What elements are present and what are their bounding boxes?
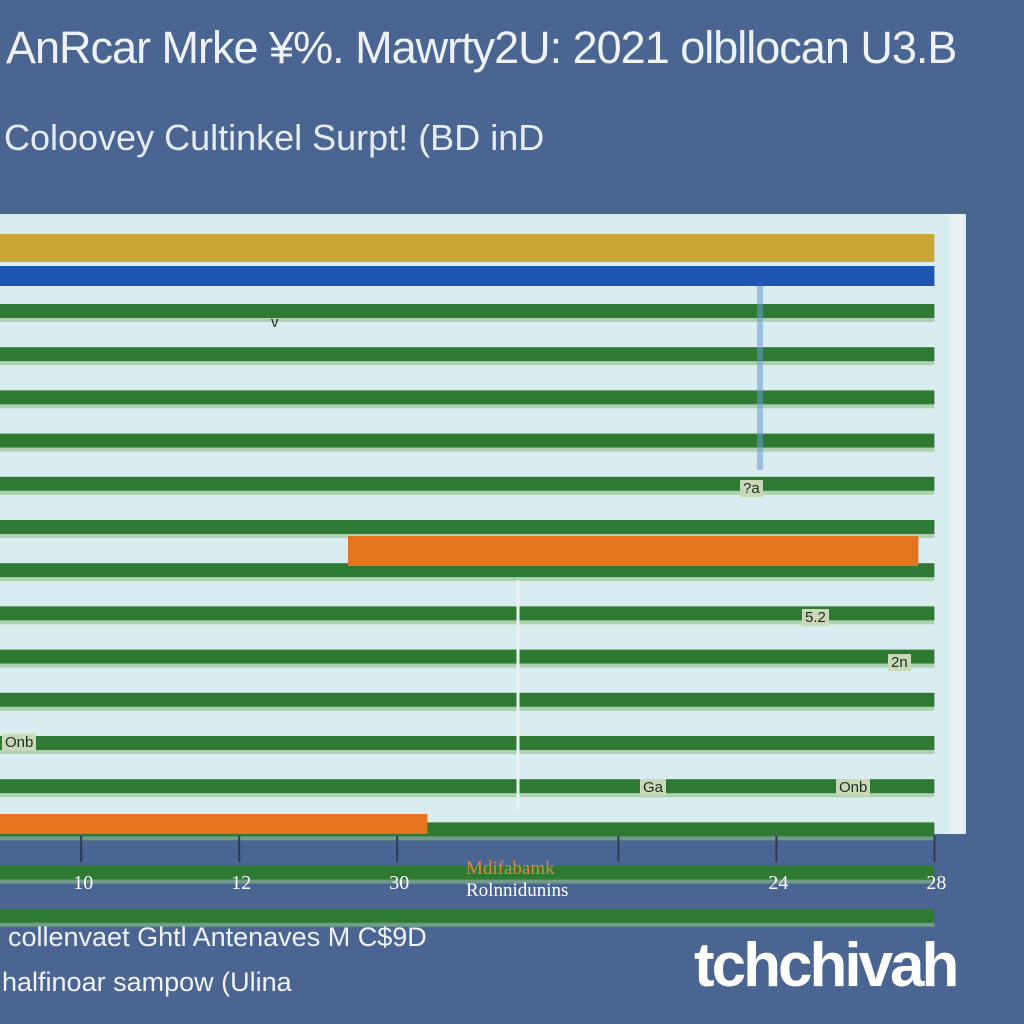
bar-segment bbox=[0, 476, 935, 491]
bar-segment-highlight bbox=[0, 620, 935, 625]
plot-right-edge bbox=[950, 214, 964, 834]
x-tick-label: 30 bbox=[389, 872, 410, 894]
bar-segment-highlight bbox=[0, 663, 935, 668]
annotation-label: v bbox=[271, 314, 279, 331]
bar-segment bbox=[0, 347, 935, 362]
x-tick-label: 12 bbox=[231, 872, 252, 894]
annotation-label: ?a bbox=[740, 480, 763, 497]
annotation-label: 5.2 bbox=[802, 609, 829, 626]
bar-segment-highlight bbox=[0, 404, 935, 409]
annotation-label: 2n bbox=[888, 654, 911, 671]
bar-segment bbox=[0, 606, 935, 621]
bar-segment bbox=[0, 692, 935, 707]
x-tick-label: 24 bbox=[768, 872, 789, 894]
bar-segment-highlight bbox=[0, 318, 935, 322]
bar-highlight-upper bbox=[348, 536, 919, 566]
caption-line-1: collenvaet Ghtl Antenaves M C$9D bbox=[8, 922, 427, 952]
bar-segment bbox=[0, 433, 935, 448]
annotation-label: Onb bbox=[2, 734, 37, 751]
bar-segment bbox=[0, 779, 935, 794]
chart-title: AnRcar Mrke ¥%. Mawrty2U: 2021 olbllocan… bbox=[6, 22, 957, 73]
bar-segment-highlight bbox=[0, 490, 935, 495]
bar-segment bbox=[0, 563, 935, 578]
x-tick-label: 10 bbox=[73, 872, 94, 894]
bar-segment-highlight bbox=[0, 706, 935, 711]
bar-segment bbox=[0, 865, 935, 880]
bar-segment-highlight bbox=[0, 447, 935, 452]
bar-segment bbox=[0, 304, 935, 318]
bar-baseline bbox=[0, 234, 935, 262]
bar-segment-highlight bbox=[0, 361, 935, 366]
annotation-label: Onb bbox=[836, 779, 871, 796]
bar-capacity bbox=[0, 266, 935, 286]
brand-logo: tchchivah bbox=[694, 931, 959, 1000]
bar-segment-highlight bbox=[0, 922, 935, 927]
bar-segment bbox=[0, 649, 935, 664]
bar-segment bbox=[0, 390, 935, 405]
bar-segment bbox=[0, 908, 935, 923]
x-tick-label: 28 bbox=[926, 872, 947, 894]
x-axis-sublabel: Rolnnidunins bbox=[466, 880, 569, 901]
x-axis-label: Mdifabamk bbox=[466, 858, 555, 879]
bar-segment-highlight bbox=[0, 577, 935, 582]
bar-segment-highlight bbox=[0, 879, 935, 884]
bar-segment bbox=[0, 520, 935, 534]
bar-segment-highlight bbox=[0, 750, 935, 754]
caption-line-2: halfinoar sampow (Ulina bbox=[2, 967, 292, 997]
bar-segment-highlight bbox=[0, 793, 935, 798]
bar-segment-highlight bbox=[0, 836, 935, 841]
annotation-label: Ga bbox=[640, 779, 667, 796]
bar-segment bbox=[0, 736, 935, 750]
bar-highlight-lower bbox=[0, 814, 428, 834]
chart-subtitle: Coloovey Cultinkel Surpt! (BD inD bbox=[4, 117, 545, 158]
